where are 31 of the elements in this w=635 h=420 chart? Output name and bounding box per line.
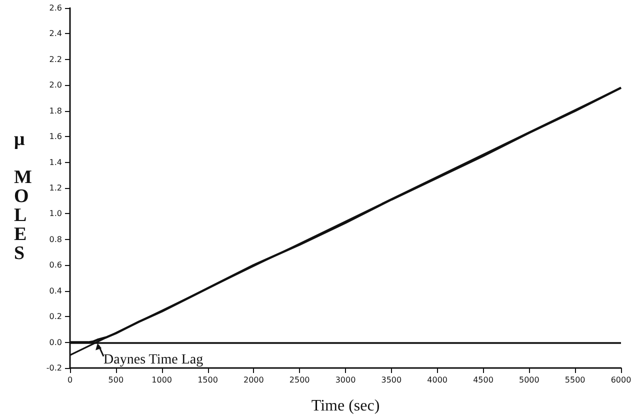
- x-tick-label: 6000: [610, 376, 632, 384]
- x-tick-label: 4000: [427, 376, 448, 384]
- y-tick-label: -0.2: [46, 364, 62, 372]
- y-tick-label: 1.6: [49, 132, 62, 142]
- x-tick-label: 2000: [243, 376, 264, 384]
- y-tick-label: 2.4: [49, 29, 62, 38]
- y-tick-label: 1.0: [49, 209, 62, 218]
- x-tick-label: 3000: [335, 376, 356, 384]
- y-tick-label: 2.0: [49, 80, 62, 90]
- x-tick-label: 5000: [518, 376, 540, 384]
- y-tick-label: 0.4: [49, 286, 62, 296]
- y-tick-label: 2.6: [49, 4, 62, 12]
- y-tick-label: 2.2: [49, 54, 62, 64]
- x-tick-label: 1000: [152, 376, 172, 384]
- x-tick-label: 3500: [381, 376, 402, 384]
- x-tick-label: 1500: [198, 376, 218, 384]
- x-tick-label: 5500: [564, 376, 586, 384]
- y-axis-title: μ MOLES: [14, 129, 32, 264]
- y-tick-label: 1.4: [49, 158, 62, 167]
- x-tick-label: 0: [67, 376, 73, 384]
- y-tick-label: 0.0: [49, 338, 62, 347]
- x-tick-label: 500: [108, 376, 124, 384]
- y-tick-label: 1.2: [49, 184, 62, 192]
- x-axis-title: Time (sec): [311, 398, 380, 414]
- y-tick-label: 0.6: [49, 260, 62, 270]
- y-tick-label: 0.8: [49, 234, 62, 244]
- y-tick-label: 0.2: [49, 312, 62, 322]
- annotation: Daynes Time Lag: [104, 352, 204, 368]
- x-tick-label: 2500: [289, 376, 310, 384]
- y-tick-label: 1.8: [49, 106, 62, 116]
- x-tick-label: 4500: [473, 376, 494, 384]
